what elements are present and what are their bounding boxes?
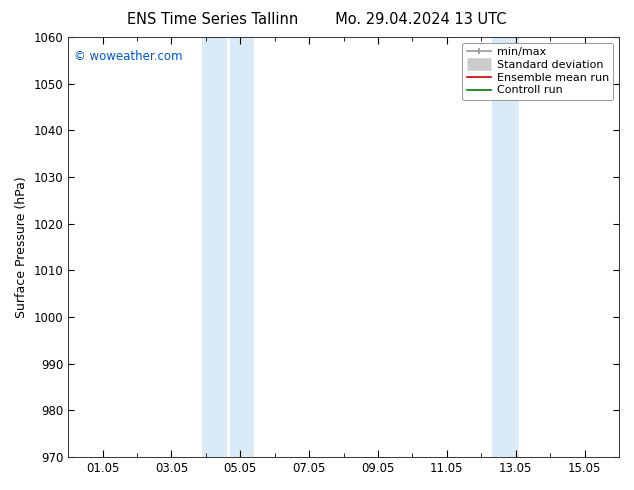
Legend: min/max, Standard deviation, Ensemble mean run, Controll run: min/max, Standard deviation, Ensemble me… (462, 43, 614, 100)
Bar (230, 37, 254, 457)
Bar (491, 37, 519, 457)
Text: ENS Time Series Tallinn        Mo. 29.04.2024 13 UTC: ENS Time Series Tallinn Mo. 29.04.2024 1… (127, 12, 507, 27)
Y-axis label: Surface Pressure (hPa): Surface Pressure (hPa) (15, 176, 28, 318)
Text: © woweather.com: © woweather.com (74, 50, 182, 63)
Bar (202, 37, 226, 457)
